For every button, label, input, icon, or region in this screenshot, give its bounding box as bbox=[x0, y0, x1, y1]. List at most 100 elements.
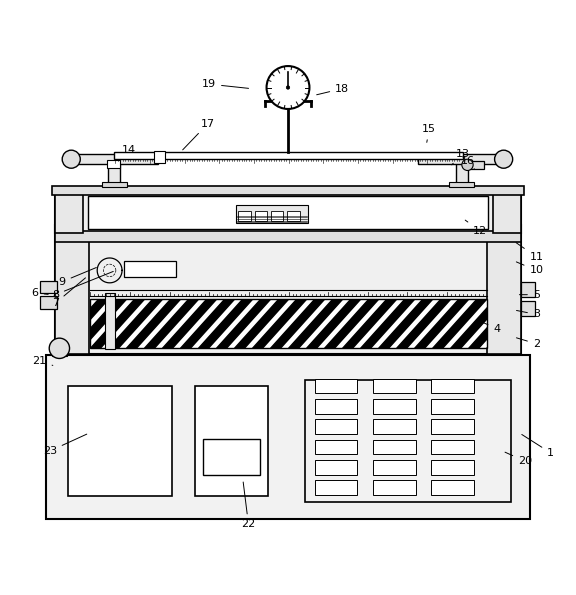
Text: 14: 14 bbox=[122, 145, 137, 160]
Polygon shape bbox=[145, 299, 199, 348]
Bar bbox=[305, 380, 511, 502]
Text: 6: 6 bbox=[32, 288, 48, 298]
Bar bbox=[88, 196, 488, 228]
Polygon shape bbox=[469, 299, 524, 348]
Text: 4: 4 bbox=[483, 322, 501, 334]
Polygon shape bbox=[361, 299, 415, 348]
Bar bbox=[238, 211, 251, 221]
Text: 8: 8 bbox=[52, 271, 113, 300]
Polygon shape bbox=[415, 299, 469, 348]
Circle shape bbox=[267, 66, 309, 109]
Text: 9: 9 bbox=[59, 268, 96, 287]
Polygon shape bbox=[73, 299, 127, 348]
Bar bbox=[431, 399, 473, 414]
Polygon shape bbox=[252, 299, 307, 348]
Bar bbox=[373, 440, 415, 455]
Bar bbox=[90, 299, 487, 348]
Bar bbox=[154, 151, 165, 163]
Bar bbox=[40, 296, 56, 309]
Bar bbox=[418, 154, 507, 164]
Polygon shape bbox=[162, 299, 217, 348]
Bar bbox=[431, 440, 473, 455]
Polygon shape bbox=[433, 299, 487, 348]
Polygon shape bbox=[306, 299, 361, 348]
Polygon shape bbox=[450, 299, 505, 348]
Bar bbox=[373, 480, 415, 495]
Bar bbox=[271, 211, 283, 221]
Polygon shape bbox=[523, 299, 576, 348]
Polygon shape bbox=[234, 299, 289, 348]
Bar bbox=[373, 399, 415, 414]
Bar bbox=[68, 386, 172, 496]
Text: 20: 20 bbox=[505, 452, 532, 466]
Bar bbox=[373, 460, 415, 475]
Bar bbox=[55, 226, 521, 354]
Circle shape bbox=[286, 86, 290, 89]
Bar bbox=[373, 419, 415, 434]
Bar bbox=[68, 154, 158, 164]
Polygon shape bbox=[127, 299, 181, 348]
Polygon shape bbox=[90, 299, 145, 348]
Text: 11: 11 bbox=[516, 243, 543, 262]
Bar bbox=[315, 419, 358, 434]
Text: 7: 7 bbox=[52, 278, 85, 308]
Bar bbox=[315, 480, 358, 495]
Polygon shape bbox=[217, 299, 271, 348]
Bar bbox=[55, 190, 82, 233]
Circle shape bbox=[49, 338, 70, 358]
Bar bbox=[236, 205, 308, 223]
Bar bbox=[47, 355, 529, 519]
Polygon shape bbox=[54, 299, 109, 348]
Text: 18: 18 bbox=[317, 84, 349, 95]
Bar bbox=[315, 399, 358, 414]
Bar bbox=[203, 439, 260, 475]
Polygon shape bbox=[108, 299, 163, 348]
Text: 1: 1 bbox=[522, 434, 554, 458]
Bar bbox=[467, 161, 484, 169]
Text: 23: 23 bbox=[43, 434, 87, 456]
Polygon shape bbox=[343, 299, 397, 348]
Polygon shape bbox=[289, 299, 343, 348]
Text: 12: 12 bbox=[465, 220, 487, 236]
Bar bbox=[449, 182, 474, 187]
Bar bbox=[40, 281, 56, 293]
Text: 19: 19 bbox=[202, 79, 249, 89]
Text: 2: 2 bbox=[517, 338, 540, 349]
Bar bbox=[431, 480, 473, 495]
Polygon shape bbox=[397, 299, 451, 348]
Bar bbox=[55, 190, 521, 233]
Bar bbox=[107, 160, 120, 168]
Bar bbox=[52, 186, 524, 195]
Bar bbox=[315, 460, 358, 475]
Bar bbox=[521, 281, 535, 298]
Text: 17: 17 bbox=[183, 118, 215, 150]
Text: 22: 22 bbox=[241, 482, 256, 530]
Polygon shape bbox=[180, 299, 235, 348]
Bar bbox=[52, 352, 67, 356]
Bar bbox=[124, 261, 176, 277]
Bar bbox=[102, 182, 127, 187]
Bar bbox=[315, 379, 358, 393]
Polygon shape bbox=[199, 299, 253, 348]
Circle shape bbox=[462, 159, 473, 171]
Text: 3: 3 bbox=[517, 309, 540, 320]
Bar bbox=[521, 302, 535, 315]
Bar bbox=[195, 386, 268, 496]
Bar bbox=[55, 231, 521, 242]
Bar bbox=[431, 460, 473, 475]
Bar bbox=[55, 226, 89, 354]
Text: 13: 13 bbox=[452, 149, 470, 165]
Text: 5: 5 bbox=[520, 290, 540, 300]
Circle shape bbox=[495, 150, 513, 168]
Bar bbox=[431, 379, 473, 393]
Text: 16: 16 bbox=[460, 156, 475, 169]
Bar bbox=[456, 155, 468, 186]
Bar bbox=[494, 190, 521, 233]
Bar bbox=[287, 211, 300, 221]
Bar bbox=[431, 419, 473, 434]
Polygon shape bbox=[325, 299, 379, 348]
Polygon shape bbox=[487, 299, 541, 348]
Text: 15: 15 bbox=[422, 124, 436, 142]
Bar bbox=[255, 211, 267, 221]
Circle shape bbox=[62, 150, 80, 168]
